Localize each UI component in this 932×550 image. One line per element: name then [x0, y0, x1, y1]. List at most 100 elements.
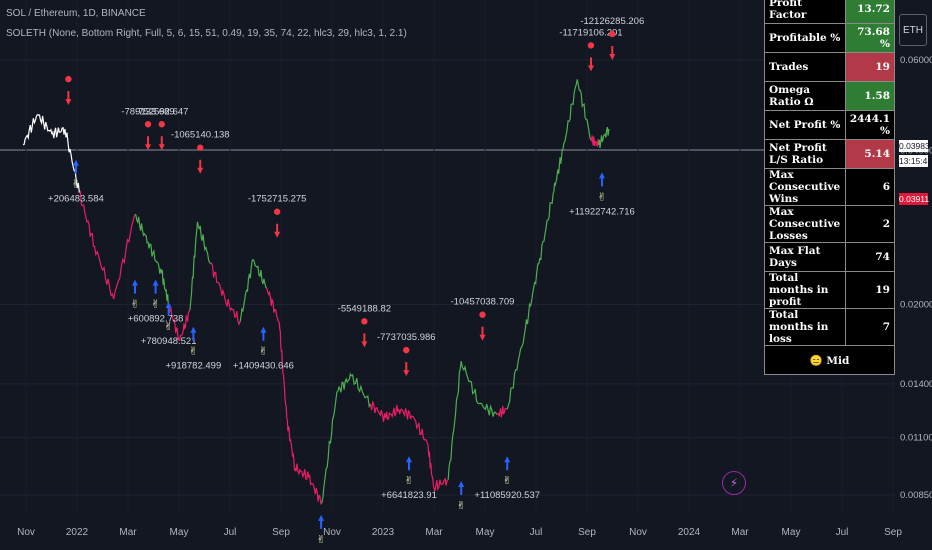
price-segment	[113, 214, 136, 300]
price-segment	[385, 404, 400, 420]
price-segment	[189, 221, 199, 311]
stats-value: 19	[844, 52, 896, 82]
stats-row: Omega Ratio Ω 1.58	[764, 81, 896, 111]
sell-arrow	[609, 46, 616, 60]
profit-icon: ✌	[151, 298, 160, 311]
stats-label: Max Consecutive Wins	[764, 168, 846, 206]
price-segment	[147, 241, 163, 274]
indicator-settings[interactable]: SOLETH (None, Bottom Right, Full, 5, 6, …	[6, 28, 407, 39]
profit-icon: ✌	[457, 499, 466, 512]
trade-signals: ✌+206483.584✌-789133.689✌+600892.738-752…	[48, 16, 644, 550]
x-tick-label: Jul	[224, 527, 237, 538]
stats-label: Omega Ratio Ω	[764, 81, 846, 111]
price-segment	[447, 361, 462, 480]
profit-icon: ✌	[259, 345, 268, 358]
countdown-tag: 13:15:45	[899, 155, 932, 167]
x-tick-label: May	[170, 527, 189, 538]
buy-arrow	[318, 514, 325, 529]
x-tick-label: May	[476, 527, 495, 538]
stats-row: Net Profit L/S Ratio 5.14	[764, 139, 896, 169]
sell-arrow	[587, 57, 594, 72]
price-segment	[350, 373, 372, 409]
x-tick-label: Mar	[425, 527, 443, 538]
price-segment	[78, 190, 95, 248]
stats-row: Total months in profit 19	[764, 271, 896, 309]
loss-label: -752592.647	[135, 106, 188, 117]
price-segment	[412, 415, 429, 444]
stats-value: 1.58	[844, 81, 896, 111]
x-tick-label: Jul	[836, 527, 849, 538]
profit-label: +6641823.91	[381, 490, 437, 501]
stats-row: Trades 19	[764, 52, 896, 82]
profit-icon: ✌	[130, 298, 139, 311]
buy-arrow	[406, 456, 413, 471]
y-tick-label: 0.01100	[900, 433, 932, 444]
exit-dot	[158, 121, 165, 128]
price-segment	[37, 113, 53, 135]
exit-dot	[361, 318, 368, 325]
stats-value: 6	[844, 168, 896, 206]
y-tick-label: 0.06000	[900, 55, 932, 66]
profit-icon: ✌	[164, 320, 173, 333]
stats-value: 13.72	[844, 0, 896, 24]
profit-label: +780948.521	[141, 336, 197, 347]
stats-value: 7	[844, 308, 896, 346]
buy-arrow	[190, 326, 197, 341]
sell-arrow	[479, 326, 486, 341]
profit-icon: ✌	[597, 190, 606, 203]
price-segment	[286, 418, 296, 471]
profit-label: +3454708.404	[291, 549, 352, 550]
sell-arrow	[197, 159, 204, 174]
buy-arrow	[504, 456, 511, 471]
profit-icon: ✌	[316, 533, 325, 546]
price-segment	[51, 127, 66, 139]
y-axis: 0.060000.040000.020000.014000.011000.008…	[900, 55, 932, 501]
stats-value: 2	[844, 205, 896, 243]
stats-value: 2444.1 %	[844, 110, 896, 140]
loss-label: -5549188.82	[338, 303, 391, 314]
exit-dot	[197, 144, 204, 151]
price-segment	[294, 463, 310, 480]
price-segment	[22, 114, 39, 146]
price-segment	[598, 126, 610, 149]
price-segment	[64, 128, 80, 194]
symbol-title[interactable]: SOL / Ethereum, 1D, BINANCE	[6, 8, 146, 19]
sell-arrow	[158, 136, 165, 151]
price-segment	[134, 213, 149, 244]
buy-arrow	[152, 279, 159, 294]
x-axis: Nov 2022 Mar May Jul Sep Nov 2023 Mar May Jul Sep No…	[17, 527, 902, 538]
price-segment	[523, 263, 539, 335]
profit-label: +11085920.537	[474, 490, 540, 501]
exit-dot	[144, 121, 152, 128]
price-segment	[239, 259, 254, 322]
y-tick-label: 0.02000	[900, 300, 932, 311]
profit-label: +1409430.646	[233, 361, 294, 372]
stats-label: Trades	[764, 52, 846, 82]
buy-arrow	[131, 279, 138, 294]
price-segment	[460, 361, 480, 405]
loss-label: -1752715.275	[248, 194, 307, 205]
loss-label: -11719106.201	[559, 27, 622, 38]
loss-label: -10457038.709	[451, 297, 515, 308]
loss-label: -12126285.206	[580, 16, 644, 27]
price-segment	[210, 262, 226, 300]
symbol-button[interactable]: ETH	[899, 14, 927, 46]
loss-label: -789133.689	[121, 106, 174, 117]
stats-label: Profit Factor	[764, 0, 846, 24]
price-segment	[308, 473, 323, 506]
sell-arrow	[361, 333, 368, 348]
price-segment	[576, 79, 592, 140]
stats-footer-row: 😑 Mid	[764, 345, 895, 375]
price-segment	[161, 269, 170, 305]
price-segment	[168, 304, 181, 341]
lightning-icon[interactable]: ⚡	[722, 471, 746, 495]
profit-label: +600892.738	[128, 314, 184, 325]
exit-dot	[65, 75, 72, 83]
price-segment	[538, 193, 554, 265]
exit-dot	[609, 30, 616, 38]
price-segment	[196, 221, 212, 265]
x-tick-label: Nov	[629, 527, 647, 538]
y-tick-label: 0.01400	[900, 379, 932, 390]
strategy-stats-table: Profit Factor 13.72 Profitable % 73.68 % Tra…	[764, 0, 896, 375]
